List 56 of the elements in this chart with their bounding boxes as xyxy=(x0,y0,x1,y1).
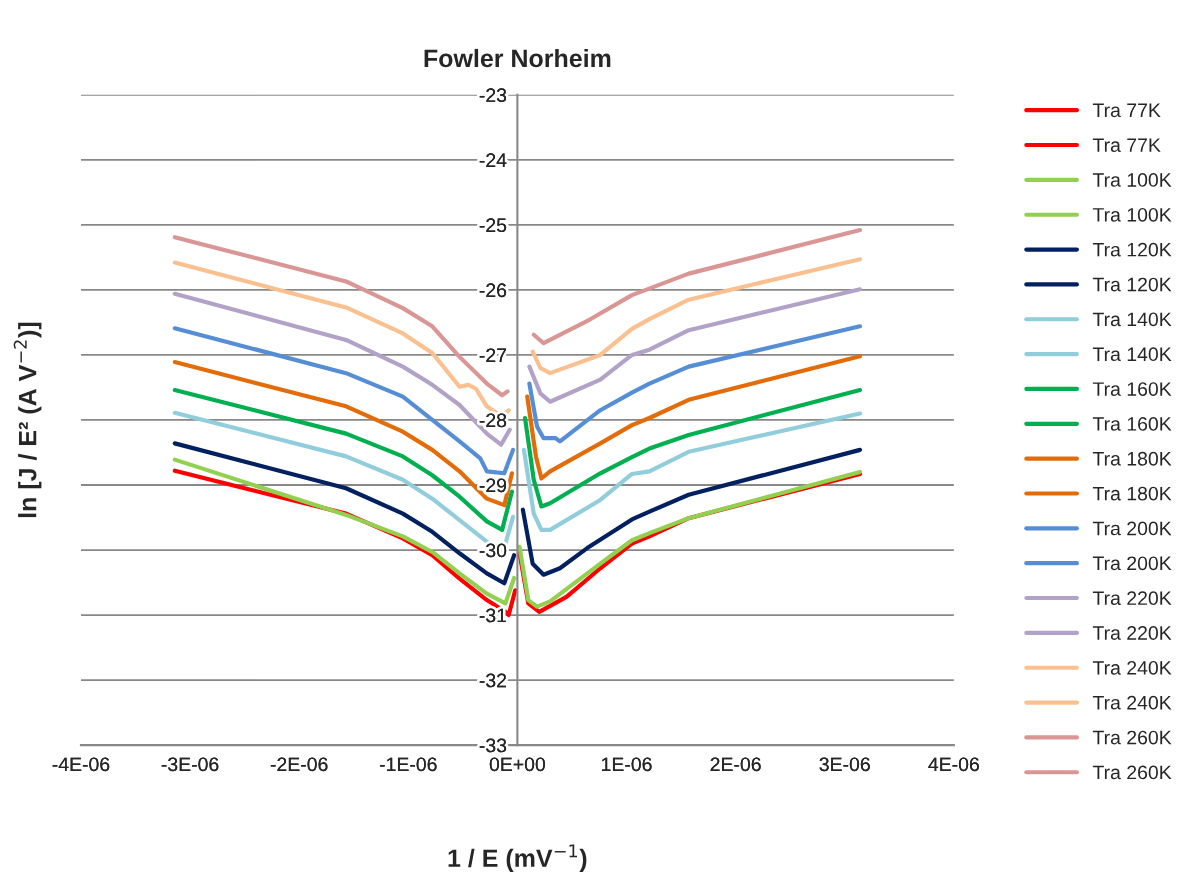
y-tick-label: -27 xyxy=(479,348,506,362)
y-tick-label: -33 xyxy=(479,738,507,753)
x-tick-label: 0E+00 xyxy=(489,757,546,772)
line-series xyxy=(172,387,515,532)
x-tick-label: -1E-06 xyxy=(379,757,437,772)
y-tick-label: -25 xyxy=(479,218,507,233)
legend-label: Tra 220K xyxy=(1092,626,1172,640)
line-series xyxy=(527,287,863,404)
legend-label: Tra 260K xyxy=(1092,765,1172,780)
x-axis-title: 1 / E (mV$^{−1}$) xyxy=(448,844,587,873)
line-series xyxy=(520,447,863,577)
y-tick-label: -26 xyxy=(479,283,507,298)
legend-label: Tra 120K xyxy=(1092,242,1172,257)
legend-label: Tra 120K xyxy=(1092,277,1172,292)
line-series xyxy=(525,354,863,481)
x-tick-label: 1E-06 xyxy=(602,757,652,772)
line-series xyxy=(172,441,517,586)
y-tick-label: -23 xyxy=(479,88,507,103)
legend-label: Tra 260K xyxy=(1092,730,1172,745)
legend-label: Tra 100K xyxy=(1092,173,1172,187)
y-tick-label: -24 xyxy=(479,153,507,167)
legend-label: Tra 240K xyxy=(1092,660,1172,675)
legend-label: Tra 140K xyxy=(1092,347,1172,362)
legend-label: Tra 220K xyxy=(1092,591,1172,606)
legend-label: Tra 160K xyxy=(1092,382,1172,396)
legend-label: Tra 77K xyxy=(1092,138,1161,153)
y-axis-title: ln [J / E² (A V$^{−2}$)] xyxy=(13,322,42,518)
legend-label: Tra 180K xyxy=(1092,486,1172,501)
y-tick-label: -30 xyxy=(479,543,507,558)
legend-label: Tra 100K xyxy=(1092,207,1172,222)
x-tick-label: -3E-06 xyxy=(161,757,219,772)
x-tick-label: 4E-06 xyxy=(928,757,979,772)
x-tick-label: -4E-06 xyxy=(52,757,110,772)
y-tick-label: -29 xyxy=(479,478,507,493)
x-tick-label: 3E-06 xyxy=(819,757,870,772)
chart-title: Fowler Norheim xyxy=(424,48,611,68)
line-series xyxy=(531,227,863,346)
line-series xyxy=(521,411,863,532)
line-series xyxy=(172,326,516,476)
legend-label: Tra 140K xyxy=(1092,312,1172,327)
line-series xyxy=(527,324,863,444)
x-tick-label: -2E-06 xyxy=(270,757,328,772)
legend-label: Tra 200K xyxy=(1092,556,1172,571)
legend-label: Tra 77K xyxy=(1092,103,1161,118)
y-tick-label: -32 xyxy=(479,673,506,688)
y-tick-label: -28 xyxy=(479,413,507,428)
line-series xyxy=(172,360,515,508)
legend-label: Tra 240K xyxy=(1092,695,1172,710)
line-series xyxy=(172,235,510,398)
legend-label: Tra 200K xyxy=(1092,521,1172,536)
legend-label: Tra 180K xyxy=(1092,451,1172,466)
x-tick-label: 2E-06 xyxy=(710,757,761,772)
line-series xyxy=(530,257,863,376)
y-tick-label: -31 xyxy=(479,608,507,623)
legend-label: Tra 160K xyxy=(1092,417,1172,431)
line-series xyxy=(522,387,863,509)
